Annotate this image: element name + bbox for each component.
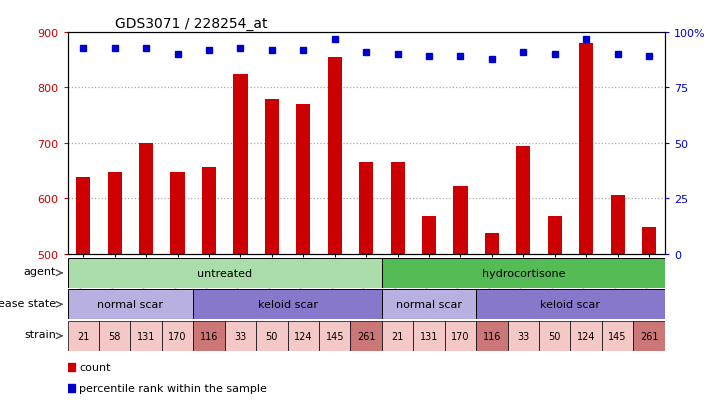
- Bar: [68, 290, 193, 320]
- Bar: [508, 321, 539, 351]
- Text: GDS3071 / 228254_at: GDS3071 / 228254_at: [115, 17, 268, 31]
- Text: untreated: untreated: [197, 268, 252, 278]
- Text: normal scar: normal scar: [97, 299, 164, 310]
- Text: strain: strain: [24, 330, 56, 339]
- Bar: [634, 321, 665, 351]
- Bar: [233, 74, 247, 254]
- Bar: [602, 321, 634, 351]
- Bar: [319, 321, 351, 351]
- Bar: [476, 321, 508, 351]
- Bar: [485, 234, 499, 254]
- Text: count: count: [80, 363, 111, 373]
- Text: 21: 21: [77, 331, 90, 341]
- Bar: [547, 216, 562, 254]
- Text: 116: 116: [483, 331, 501, 341]
- Text: percentile rank within the sample: percentile rank within the sample: [80, 383, 267, 393]
- Bar: [68, 258, 382, 288]
- Text: 145: 145: [326, 331, 344, 341]
- Text: 58: 58: [109, 331, 121, 341]
- Bar: [611, 196, 625, 254]
- Bar: [256, 321, 287, 351]
- Bar: [193, 290, 382, 320]
- Text: 170: 170: [169, 331, 187, 341]
- Bar: [382, 321, 413, 351]
- Text: 131: 131: [137, 331, 155, 341]
- Text: 170: 170: [451, 331, 470, 341]
- Bar: [382, 290, 476, 320]
- Bar: [287, 321, 319, 351]
- Bar: [328, 58, 342, 254]
- Text: disease state: disease state: [0, 298, 56, 308]
- Bar: [579, 44, 593, 254]
- Bar: [99, 321, 130, 351]
- Text: 261: 261: [640, 331, 658, 341]
- Bar: [139, 143, 153, 254]
- Bar: [351, 321, 382, 351]
- Text: 131: 131: [419, 331, 438, 341]
- Text: 116: 116: [200, 331, 218, 341]
- Bar: [445, 321, 476, 351]
- Bar: [454, 187, 468, 254]
- Text: keloid scar: keloid scar: [540, 299, 601, 310]
- Bar: [422, 216, 436, 254]
- Bar: [76, 178, 90, 254]
- Text: 124: 124: [294, 331, 313, 341]
- Bar: [68, 321, 99, 351]
- Bar: [225, 321, 256, 351]
- Bar: [476, 290, 665, 320]
- Bar: [171, 172, 185, 254]
- Text: 124: 124: [577, 331, 595, 341]
- Text: agent: agent: [24, 267, 56, 277]
- Text: 33: 33: [517, 331, 530, 341]
- Bar: [162, 321, 193, 351]
- Bar: [570, 321, 602, 351]
- Text: normal scar: normal scar: [396, 299, 462, 310]
- Text: hydrocortisone: hydrocortisone: [481, 268, 565, 278]
- Bar: [296, 105, 311, 254]
- Bar: [202, 167, 216, 254]
- Bar: [264, 99, 279, 254]
- Bar: [130, 321, 162, 351]
- Text: 50: 50: [549, 331, 561, 341]
- Bar: [413, 321, 445, 351]
- Bar: [642, 228, 656, 254]
- Bar: [390, 163, 405, 254]
- Bar: [516, 146, 530, 254]
- Text: 33: 33: [235, 331, 247, 341]
- Bar: [193, 321, 225, 351]
- Bar: [539, 321, 570, 351]
- Text: 145: 145: [609, 331, 627, 341]
- Bar: [107, 172, 122, 254]
- Bar: [359, 163, 373, 254]
- Text: 261: 261: [357, 331, 375, 341]
- Bar: [382, 258, 665, 288]
- Text: 21: 21: [392, 331, 404, 341]
- Text: 50: 50: [266, 331, 278, 341]
- Text: keloid scar: keloid scar: [257, 299, 318, 310]
